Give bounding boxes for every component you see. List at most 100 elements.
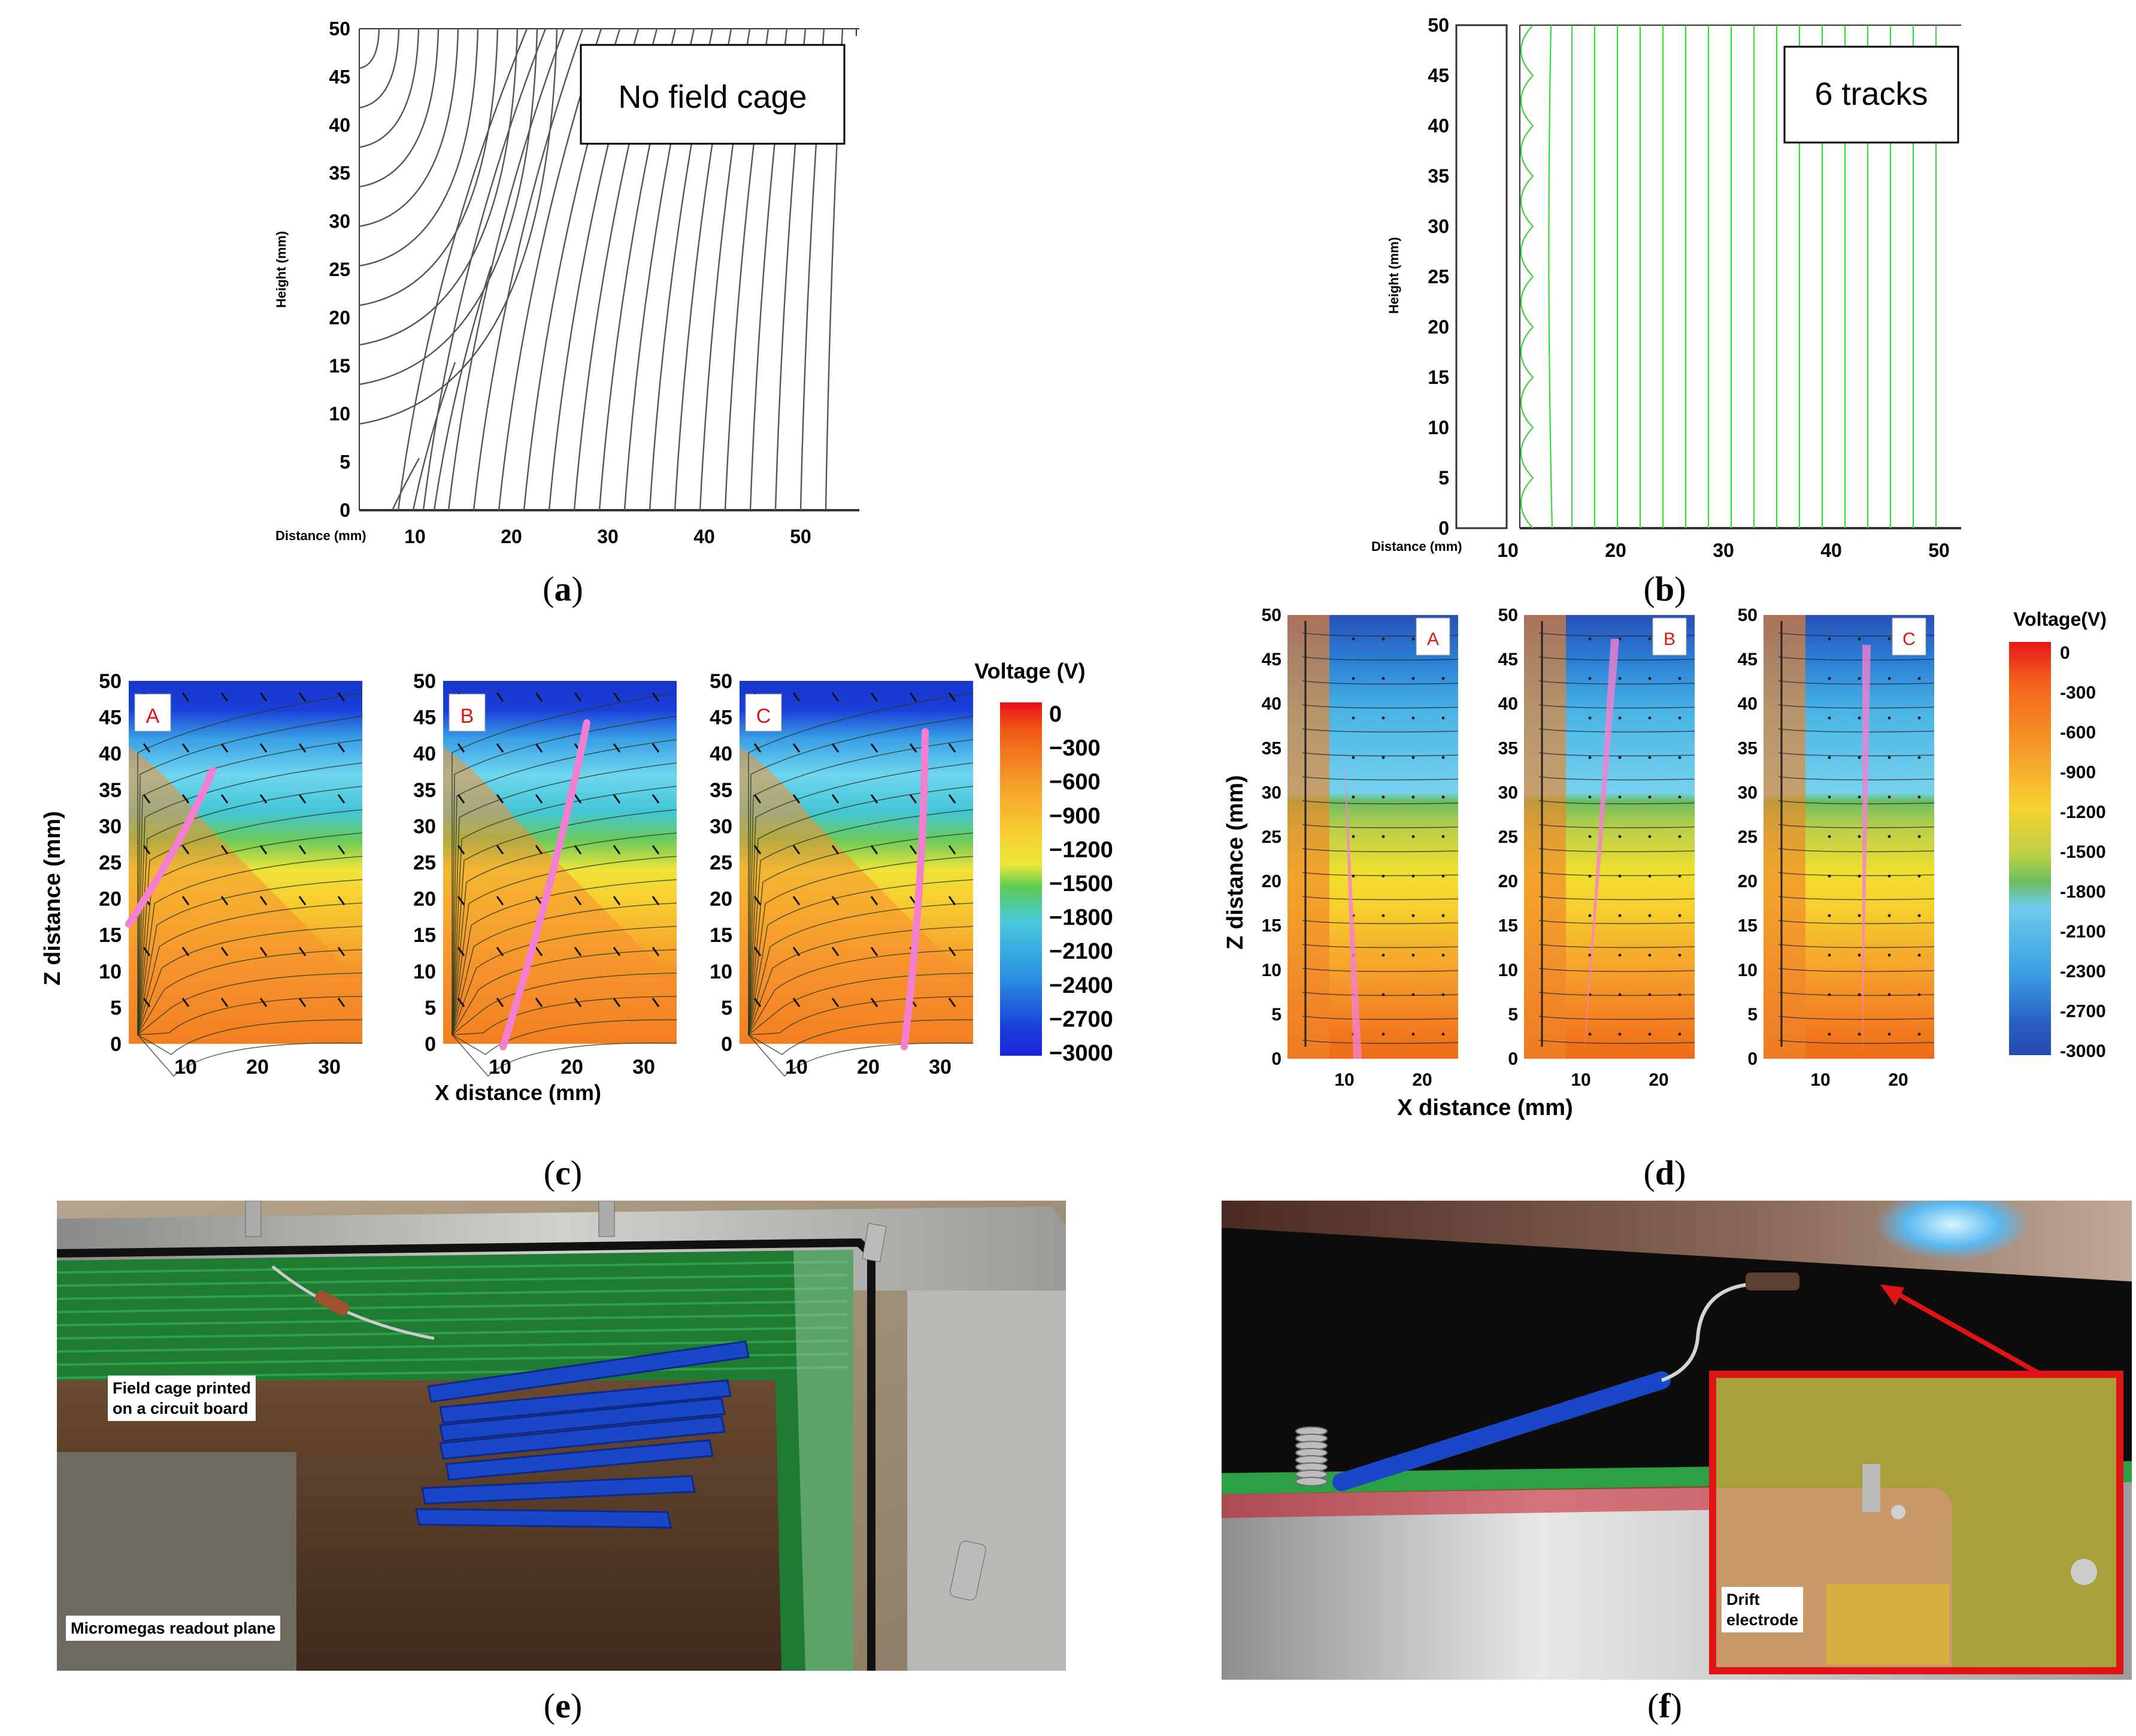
y-tick-label: 35 <box>1498 738 1518 758</box>
field-line <box>397 29 528 511</box>
x-tick-label: 10 <box>1334 1070 1354 1090</box>
y-tick-label: 0 <box>1508 1049 1518 1069</box>
x-tick-label: 10 <box>174 1056 197 1078</box>
y-tick-label: 20 <box>1498 872 1518 892</box>
colorbar-tick: −1200 <box>1049 837 1113 862</box>
field-line <box>359 29 400 109</box>
panel-b-chart: 6 tracks 0 5 10 15 20 25 30 35 40 45 50 10 20 30 40 50… <box>1371 14 1961 561</box>
field-line <box>359 29 380 69</box>
y-tick-label: 25 <box>329 259 350 280</box>
y-tick-label: 35 <box>1262 738 1281 758</box>
y-tick-label: 30 <box>1738 783 1758 802</box>
y-tick-label: 45 <box>1428 65 1449 86</box>
y-tick-label: 30 <box>413 815 436 838</box>
y-tick-label: 30 <box>710 815 732 838</box>
subplot-c: C 0 5 10 15 20 25 30 35 40 45 50 10 20 30 <box>710 670 974 1078</box>
x-tick-label: 20 <box>1605 540 1626 561</box>
y-tick-label: 10 <box>99 961 122 983</box>
y-tick-label: 10 <box>1262 961 1281 980</box>
y-tick-label: 15 <box>99 924 122 947</box>
x-tick-label: 10 <box>1810 1070 1830 1090</box>
x-tick-label: 40 <box>1820 540 1842 561</box>
annotation-text: No field cage <box>618 79 807 115</box>
x-tick-label: 30 <box>597 526 619 547</box>
y-tick-label: 40 <box>329 114 350 136</box>
colorbar-tick: −2700 <box>1049 1007 1113 1032</box>
x-tick-label: 10 <box>1571 1070 1590 1090</box>
y-tick-label: 20 <box>99 888 122 911</box>
colorbar-tick: 0 <box>2060 643 2070 663</box>
y-tick-label: 20 <box>329 307 350 328</box>
colorbar <box>1000 702 1042 1056</box>
field-line <box>1520 25 1534 528</box>
y-tick-label: 10 <box>1428 417 1449 438</box>
y-tick-label: 50 <box>413 670 436 693</box>
colorbar-tick: −600 <box>1049 769 1101 795</box>
colorbar <box>2009 642 2051 1055</box>
colorbar-tick: -1500 <box>2060 843 2106 862</box>
subplot-label: B <box>460 705 474 728</box>
x-axis-label: Distance (mm) <box>1371 539 1462 554</box>
y-tick-label: 25 <box>1738 828 1758 847</box>
y-tick-label: 50 <box>710 670 732 693</box>
y-tick-label: 30 <box>99 815 122 838</box>
x-tick-label: 20 <box>560 1056 583 1078</box>
y-tick-label: 35 <box>710 779 732 802</box>
y-tick-label: 30 <box>1262 783 1281 802</box>
colorbar-tick: 0 <box>1049 702 1062 727</box>
x-tick-label: 40 <box>693 526 715 547</box>
x-tick-label: 50 <box>1928 540 1950 561</box>
subplot-a: A 0 5 10 15 20 25 30 35 40 45 50 10 20 <box>1262 605 1459 1090</box>
colorbar-tick: −1500 <box>1049 871 1113 896</box>
x-tick-label: 20 <box>857 1056 880 1078</box>
y-tick-label: 45 <box>329 66 350 87</box>
x-tick-label: 20 <box>501 526 522 547</box>
y-tick-label: 45 <box>1262 650 1281 669</box>
subplot-label: C <box>1902 629 1916 649</box>
x-tick-label: 20 <box>1412 1070 1432 1090</box>
y-tick-label: 20 <box>413 888 436 911</box>
subplot-c: C 0 5 10 15 20 25 30 35 40 45 50 10 20 <box>1738 605 1935 1090</box>
y-tick-label: 35 <box>99 779 122 802</box>
x-axis-label: X distance (mm) <box>435 1080 601 1105</box>
y-tick-label: 25 <box>1262 828 1281 847</box>
y-tick-label: 50 <box>99 670 122 693</box>
colorbar-tick: -2100 <box>2060 922 2106 942</box>
x-tick-label: 10 <box>785 1056 808 1078</box>
y-tick-label: 45 <box>1738 650 1758 669</box>
colorbar-tick: -2700 <box>2060 1002 2106 1022</box>
y-tick-label: 15 <box>1262 916 1281 936</box>
y-tick-label: 30 <box>1428 216 1449 237</box>
colorbar-tick: -1800 <box>2060 882 2106 902</box>
y-axis-label: Z distance (mm) <box>40 811 65 985</box>
x-tick-label: 30 <box>929 1056 952 1078</box>
photo-field-cage <box>57 1201 1066 1671</box>
y-tick-label: 25 <box>1428 266 1449 287</box>
y-tick-label: 30 <box>329 211 350 232</box>
y-tick-label: 10 <box>1498 961 1518 980</box>
field-line <box>359 29 538 386</box>
y-axis-label: Height (mm) <box>1386 237 1401 314</box>
label-drift-electrode: Drift electrode <box>1722 1587 1804 1632</box>
y-tick-label: 25 <box>413 852 436 874</box>
subplot-a: A 0 5 10 15 20 25 30 35 40 45 50 10 20 30 <box>99 670 363 1078</box>
subplot-label: A <box>1427 629 1439 649</box>
colorbar-tick: −2400 <box>1049 973 1113 998</box>
colorbar-tick: -300 <box>2060 683 2096 703</box>
y-tick-label: 5 <box>425 996 436 1019</box>
y-tick-label: 20 <box>1738 872 1758 892</box>
colorbar-tick: -600 <box>2060 723 2096 743</box>
y-tick-label: 40 <box>1498 694 1518 714</box>
y-tick-label: 50 <box>1498 605 1518 625</box>
y-tick-label: 45 <box>710 707 732 729</box>
field-line <box>359 29 459 228</box>
y-tick-label: 40 <box>1738 694 1758 714</box>
field-line <box>359 29 420 149</box>
colorbar-tick: −2100 <box>1049 939 1113 964</box>
y-tick-label: 40 <box>99 743 122 765</box>
caption-f: (f) <box>1647 1686 1682 1725</box>
y-tick-label: 10 <box>1738 961 1758 980</box>
subplot-label: C <box>756 705 771 728</box>
colorbar-tick: −1800 <box>1049 905 1113 931</box>
